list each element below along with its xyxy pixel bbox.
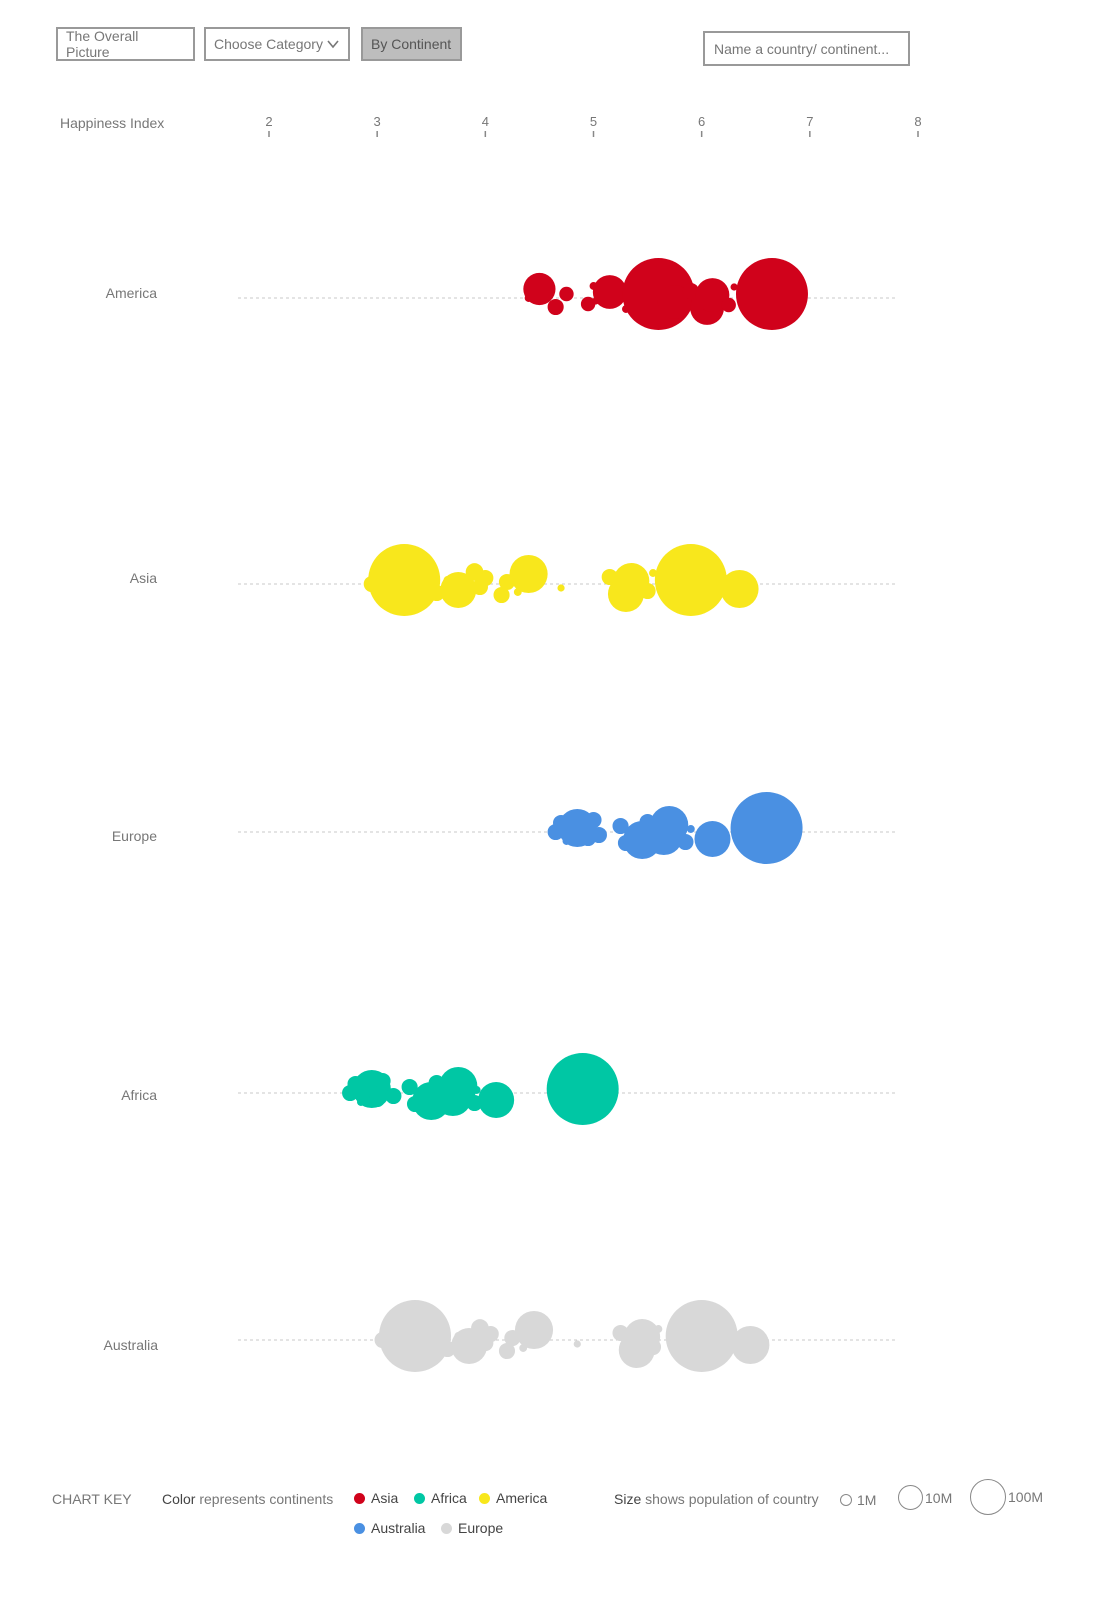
bubble-australia[interactable]	[665, 1300, 738, 1372]
bubble-australia[interactable]	[451, 1328, 488, 1364]
legend-item-asia: Asia	[354, 1490, 398, 1506]
legend-item-australia: Australia	[354, 1520, 425, 1536]
bubble-europe[interactable]	[585, 811, 602, 829]
chevron-down-icon	[327, 40, 339, 49]
bubble-europe[interactable]	[590, 826, 607, 844]
bubble-america[interactable]	[735, 258, 808, 330]
bubble-australia[interactable]	[731, 1325, 770, 1365]
bubble-asia[interactable]	[368, 544, 441, 616]
size-label-10m: 10M	[925, 1489, 953, 1506]
legend-dot-australia	[354, 1522, 365, 1534]
bubble-africa[interactable]	[439, 1066, 478, 1106]
legend-item-africa: Africa	[414, 1490, 467, 1506]
bubble-australia[interactable]	[654, 1325, 663, 1333]
by-continent-button[interactable]: By Continent	[361, 27, 462, 61]
bubble-asia[interactable]	[649, 569, 657, 577]
size-circle-10m	[898, 1485, 923, 1510]
choose-category-dropdown[interactable]: Choose Category	[204, 27, 350, 61]
legend-dot-europe	[441, 1522, 452, 1534]
row-label-africa: Africa	[121, 1087, 157, 1103]
size-circle-1m	[840, 1494, 852, 1506]
bubble-africa[interactable]	[385, 1087, 402, 1105]
bubble-america[interactable]	[592, 275, 627, 309]
x-tick-label: 4	[482, 114, 489, 129]
legend-label-asia: Asia	[371, 1490, 399, 1506]
bubble-america[interactable]	[682, 282, 699, 300]
bubble-america[interactable]	[547, 298, 564, 316]
bubble-australia[interactable]	[379, 1300, 452, 1372]
bubble-asia[interactable]	[493, 586, 510, 604]
bubble-europe[interactable]	[650, 805, 689, 845]
bubble-asia[interactable]	[639, 582, 656, 600]
bubble-europe[interactable]	[612, 817, 629, 835]
bubble-australia[interactable]	[573, 1340, 581, 1348]
bubble-australia[interactable]	[482, 1325, 499, 1343]
bubble-america[interactable]	[730, 283, 738, 291]
bubble-chart: 2 3 4 5 6 7 8	[238, 114, 922, 1372]
bubble-asia[interactable]	[654, 544, 727, 616]
row-label-america: America	[105, 285, 157, 301]
bubble-america[interactable]	[523, 272, 556, 306]
x-tick-label: 8	[914, 114, 921, 129]
x-tick-label: 7	[806, 114, 813, 129]
size-circle-100m	[970, 1479, 1006, 1515]
legend-label-america: America	[496, 1490, 548, 1506]
bubble-america[interactable]	[721, 297, 736, 313]
legend-item-america: America	[479, 1490, 547, 1506]
bubble-australia[interactable]	[514, 1310, 554, 1350]
size-key-100m: 100M	[970, 1479, 1043, 1515]
size-key-desc: shows population of country	[641, 1491, 819, 1507]
x-tick-label: 2	[265, 114, 272, 129]
legend-label-australia: Australia	[371, 1520, 426, 1536]
overall-picture-button[interactable]: The Overall Picture	[56, 27, 195, 61]
bubble-africa[interactable]	[472, 1086, 481, 1094]
bubble-europe[interactable]	[694, 821, 731, 857]
size-label-1m: 1M	[857, 1492, 877, 1508]
bubble-africa[interactable]	[546, 1053, 619, 1125]
bubble-asia[interactable]	[509, 554, 548, 594]
bubble-australia[interactable]	[644, 1338, 662, 1356]
choose-category-label: Choose Category	[214, 36, 323, 52]
legend-item-europe: Europe	[441, 1520, 503, 1536]
row-label-europe: Europe	[111, 828, 157, 844]
bubble-europe[interactable]	[677, 833, 694, 851]
size-key-1m: 1M	[840, 1492, 876, 1508]
legend-dot-america	[479, 1492, 490, 1504]
bubble-asia[interactable]	[557, 584, 565, 592]
bubble-america[interactable]	[559, 286, 574, 302]
bubble-america[interactable]	[695, 278, 730, 312]
row-label-asia: Asia	[129, 570, 157, 586]
bubble-america[interactable]	[657, 285, 692, 319]
size-key-word: Size	[614, 1491, 642, 1507]
x-axis-title: Happiness Index	[60, 115, 165, 131]
bubble-africa[interactable]	[478, 1082, 515, 1118]
bubble-australia[interactable]	[498, 1342, 516, 1360]
bubble-europe[interactable]	[686, 825, 695, 833]
chart-key-title: CHART KEY	[52, 1491, 132, 1507]
search-input[interactable]	[703, 31, 910, 66]
x-tick-label: 3	[374, 114, 381, 129]
bubble-asia[interactable]	[440, 572, 477, 608]
color-key-text: Color represents continents	[162, 1491, 333, 1507]
legend-dot-africa	[414, 1492, 425, 1504]
bubble-america[interactable]	[580, 296, 596, 312]
bubble-africa[interactable]	[401, 1078, 418, 1096]
size-key-text: Size shows population of country	[614, 1491, 819, 1507]
legend-label-europe: Europe	[458, 1520, 504, 1536]
size-key-10m: 10M	[898, 1485, 952, 1510]
legend-dot-asia	[354, 1492, 365, 1504]
color-key-desc: represents continents	[195, 1491, 334, 1507]
row-label-australia: Australia	[103, 1337, 158, 1353]
bubble-africa[interactable]	[369, 1090, 386, 1108]
size-label-100m: 100M	[1008, 1489, 1044, 1505]
color-key-word: Color	[162, 1491, 196, 1507]
legend-label-africa: Africa	[431, 1490, 467, 1506]
bubble-asia[interactable]	[720, 569, 759, 609]
bubble-africa[interactable]	[374, 1072, 391, 1090]
x-tick-label: 6	[698, 114, 705, 129]
bubble-asia[interactable]	[477, 569, 494, 587]
bubble-europe[interactable]	[730, 792, 803, 864]
x-tick-label: 5	[590, 114, 597, 129]
